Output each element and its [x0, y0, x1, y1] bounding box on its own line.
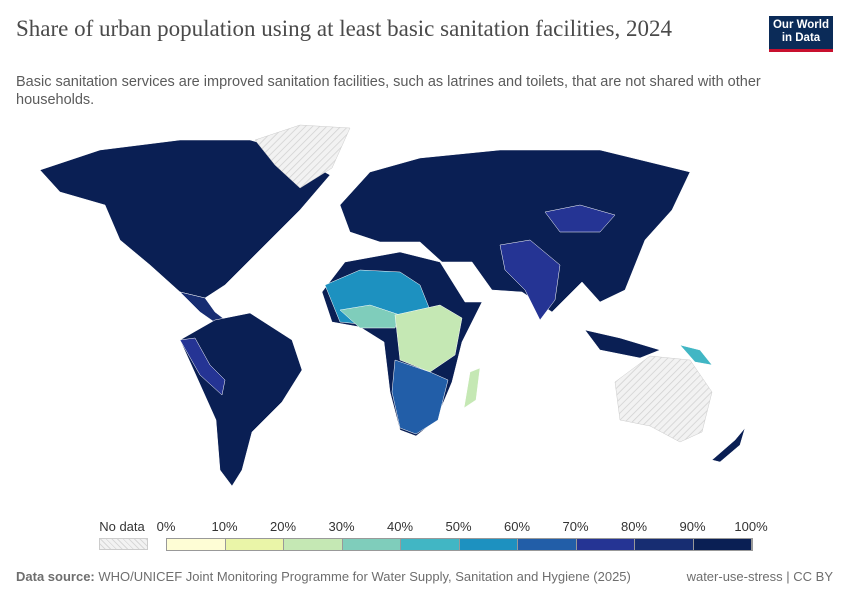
legend-tick: 0% — [156, 519, 176, 534]
legend-tick: 90% — [679, 519, 706, 534]
region-southern-africa[interactable] — [391, 359, 449, 435]
legend-tick: 10% — [211, 519, 238, 534]
region-mongolia[interactable] — [544, 204, 616, 233]
region-australia[interactable] — [614, 355, 713, 443]
region-south-america[interactable] — [179, 312, 303, 487]
legend-tick: 40% — [386, 519, 414, 534]
legend-tick: 80% — [620, 519, 648, 534]
region-central-africa[interactable] — [394, 304, 463, 373]
legend-tick: 100% — [734, 519, 768, 534]
footer-source: Data source: WHO/UNICEF Joint Monitoring… — [16, 569, 631, 584]
legend-no-data-swatch[interactable] — [99, 538, 148, 550]
legend-bin[interactable] — [518, 539, 577, 550]
region-madagascar[interactable] — [463, 367, 481, 409]
region-eurasia[interactable] — [339, 149, 691, 313]
legend-bin[interactable] — [459, 539, 518, 550]
legend-bin[interactable] — [635, 539, 694, 550]
region-indonesia[interactable] — [584, 329, 661, 359]
region-south-asia[interactable] — [499, 239, 561, 321]
legend-tick: 20% — [269, 519, 297, 534]
legend-tick: 30% — [328, 519, 355, 534]
region-papua[interactable] — [679, 344, 713, 366]
legend-bin[interactable] — [167, 539, 226, 550]
legend-no-data-label: No data — [99, 519, 145, 534]
region-peru-bolivia[interactable] — [179, 337, 226, 396]
legend-bin[interactable] — [284, 539, 343, 550]
source-label: Data source: — [16, 569, 95, 584]
source-text[interactable]: WHO/UNICEF Joint Monitoring Programme fo… — [98, 569, 631, 584]
legend-bin[interactable] — [576, 539, 635, 550]
legend-tick: 60% — [503, 519, 531, 534]
page-title: Share of urban population using at least… — [16, 16, 672, 41]
legend-tick: 50% — [445, 519, 472, 534]
legend-color-bar — [166, 538, 753, 551]
region-new-zealand[interactable] — [711, 427, 746, 463]
legend-bin[interactable] — [342, 539, 401, 550]
owid-logo[interactable]: Our World in Data — [769, 16, 833, 52]
legend-bin[interactable] — [225, 539, 284, 550]
legend-bin[interactable] — [401, 539, 460, 550]
legend-tick: 70% — [562, 519, 589, 534]
region-north-america[interactable] — [39, 139, 331, 299]
region-greenland[interactable] — [254, 124, 351, 189]
footer-credit[interactable]: water-use-stress | CC BY — [686, 569, 833, 584]
legend-bin[interactable] — [693, 539, 752, 550]
subtitle: Basic sanitation services are improved s… — [16, 74, 761, 108]
world-map — [39, 124, 746, 487]
